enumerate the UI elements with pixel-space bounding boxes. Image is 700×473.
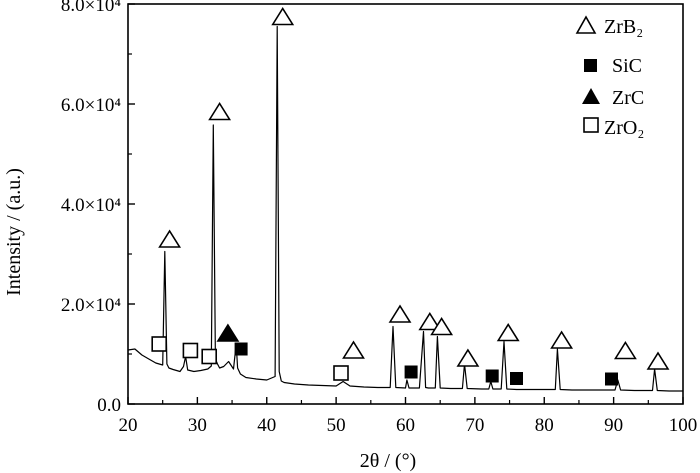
y-tick-label: 0.0 [97, 395, 121, 416]
zro2-marker-open-square-icon [182, 342, 199, 359]
spectrum-group [127, 25, 683, 392]
zrb2-marker-open-triangle-icon [388, 304, 412, 323]
x-tick-label: 60 [396, 415, 415, 436]
zrb2-marker-open-triangle-icon [496, 322, 520, 342]
x-tick-label: 50 [327, 415, 346, 436]
y-tick-label: 2.0×10⁴ [61, 295, 121, 316]
legend-filled-triangle-icon [582, 88, 600, 104]
zrb2-marker-open-triangle-icon [158, 229, 182, 248]
x-tick-label: 100 [669, 415, 698, 436]
zrb2-marker-open-triangle-icon [418, 311, 442, 331]
sic-marker-filled-square-icon [485, 369, 499, 383]
sic-marker-filled-square-icon [605, 372, 618, 386]
legend-label-zrc: ZrC [612, 87, 644, 109]
zrb2-marker-open-triangle-icon [271, 6, 295, 26]
legend-filled-square-icon [584, 59, 597, 72]
xrd-pattern-line-0 [127, 25, 683, 392]
zrb2-marker-open-triangle-icon [646, 351, 670, 370]
y-tick-label: 6.0×10⁴ [61, 95, 121, 116]
axis-ticks: 20 30 40 50 60 70 80 90 100 0.0 2.0×10⁴ 4.0×10⁴ 6.0×… [61, 0, 697, 436]
legend-item-zrc: ZrC [582, 87, 644, 109]
zro2-marker-open-square-icon [333, 365, 349, 381]
legend-item-zrb2: ZrB₂ [575, 15, 643, 38]
legend-item-zro2: ZrO₂ [583, 117, 644, 139]
legend-label-zrb2: ZrB₂ [604, 16, 643, 38]
legend-label-zro2: ZrO₂ [604, 117, 644, 139]
legend-open-square-icon [583, 117, 599, 133]
phase-markers [151, 6, 670, 386]
zrb2-marker-open-triangle-icon [342, 340, 365, 359]
x-tick-label: 90 [604, 415, 623, 436]
y-axis-label: Intensity / (a.u.) [3, 168, 25, 296]
zrb2-marker-open-triangle-icon [430, 316, 454, 336]
zrb2-marker-open-triangle-icon [208, 101, 232, 121]
zrb2-marker-open-triangle-icon [613, 340, 637, 360]
zrb2-marker-open-triangle-icon [550, 330, 574, 349]
legend-open-triangle-icon [575, 15, 597, 34]
zrb2-marker-open-triangle-icon [456, 348, 480, 367]
x-tick-label: 20 [119, 415, 138, 436]
zro2-marker-open-square-icon [201, 348, 217, 365]
x-tick-label: 70 [465, 415, 484, 436]
x-tick-label: 30 [188, 415, 207, 436]
zro2-marker-open-square-icon [151, 336, 167, 352]
x-tick-label: 80 [535, 415, 554, 436]
legend-item-sic: SiC [584, 55, 642, 77]
y-tick-label: 8.0×10⁴ [61, 0, 121, 16]
legend-label-sic: SiC [612, 55, 642, 77]
legend: ZrB₂ SiC ZrC ZrO₂ [575, 15, 644, 139]
x-axis-label: 2θ / (°) [360, 450, 416, 472]
sic-marker-filled-square-icon [234, 342, 248, 356]
zrc-marker-filled-triangle-icon [216, 323, 240, 342]
x-tick-label: 40 [257, 415, 276, 436]
sic-marker-filled-square-icon [404, 365, 418, 379]
y-tick-label: 4.0×10⁴ [61, 195, 121, 216]
sic-marker-filled-square-icon [510, 372, 523, 385]
